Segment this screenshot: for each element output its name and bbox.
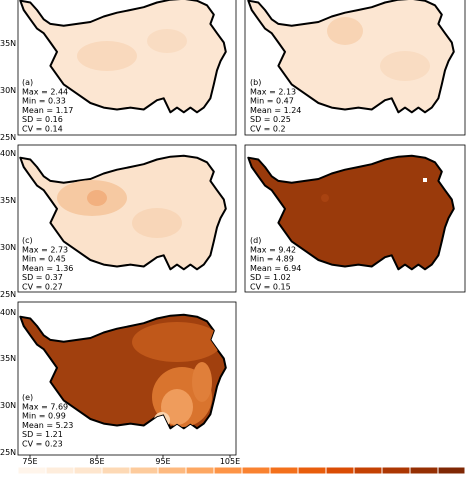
panel-stat: SD = 0.16 (22, 115, 63, 124)
panel-stat: CV = 0.14 (22, 125, 63, 134)
panel-stat: Max = 9.42 (250, 245, 296, 254)
colorbar (17, 466, 466, 475)
panel-stat: CV = 0.2 (250, 125, 286, 134)
panel-stat: Min = 0.45 (22, 255, 66, 264)
panel-frame (244, 0, 466, 136)
panel-stat: Max = 2.44 (22, 87, 68, 96)
panel-stat: SD = 1.02 (250, 273, 291, 282)
panel-stat: Mean = 6.94 (250, 264, 301, 273)
x-tick-label: 85E (89, 457, 104, 466)
panel-stat: Min = 4.89 (250, 255, 294, 264)
y-tick-label: 25N (0, 448, 16, 457)
y-tick-label: 30N (0, 243, 16, 252)
panel-stat: CV = 0.23 (22, 440, 63, 449)
panel-stat: CV = 0.27 (22, 283, 63, 292)
panel-frame (244, 144, 466, 293)
y-axis: 35N 30N 25N 40N 35N 30N 25N 40N 35N 30N … (0, 39, 16, 457)
x-tick-label: 105E (220, 457, 240, 466)
x-axis: 75E 85E 95E 105E (22, 455, 240, 466)
x-tick-label: 95E (155, 457, 170, 466)
y-tick-label: 35N (0, 39, 16, 48)
panel-stat: Mean = 1.17 (22, 106, 73, 115)
map-panel (19, 0, 227, 114)
y-tick-label: 35N (0, 196, 16, 205)
panel-stat: SD = 1.21 (22, 430, 63, 439)
panel-label: (a) (22, 78, 33, 87)
panel-stat: Max = 2.73 (22, 245, 68, 254)
y-tick-label: 30N (0, 86, 16, 95)
panel-stat: CV = 0.15 (250, 283, 291, 292)
panel-frame (17, 0, 237, 136)
panel-frame (17, 301, 237, 456)
map-panel (247, 0, 455, 114)
panel-stat: Min = 0.99 (22, 412, 66, 421)
y-tick-label: 25N (0, 133, 16, 142)
panel-stat: Min = 0.47 (250, 97, 294, 106)
y-tick-label: 35N (0, 354, 16, 363)
panel-label: (d) (250, 236, 261, 245)
panel-stat: Mean = 1.36 (22, 264, 73, 273)
panel-stat: SD = 0.25 (250, 115, 291, 124)
panel-label: (c) (22, 236, 33, 245)
panel-stat: Max = 7.69 (22, 402, 68, 411)
x-tick-label: 75E (22, 457, 37, 466)
panel-stat: Max = 2.13 (250, 87, 296, 96)
map-panel (19, 154, 227, 271)
panel-stat: Mean = 1.24 (250, 106, 301, 115)
panel-label: (b) (250, 78, 261, 87)
y-tick-label: 40N (0, 149, 16, 158)
y-tick-label: 40N (0, 308, 16, 317)
panel-stat: SD = 0.37 (22, 273, 63, 282)
panel-stat: Mean = 5.23 (22, 421, 73, 430)
panel-stat: Min = 0.33 (22, 97, 66, 106)
y-tick-label: 25N (0, 290, 16, 299)
y-tick-label: 30N (0, 401, 16, 410)
map-panel (247, 154, 455, 271)
panel-frame (17, 144, 237, 293)
panel-label: (e) (22, 393, 33, 402)
